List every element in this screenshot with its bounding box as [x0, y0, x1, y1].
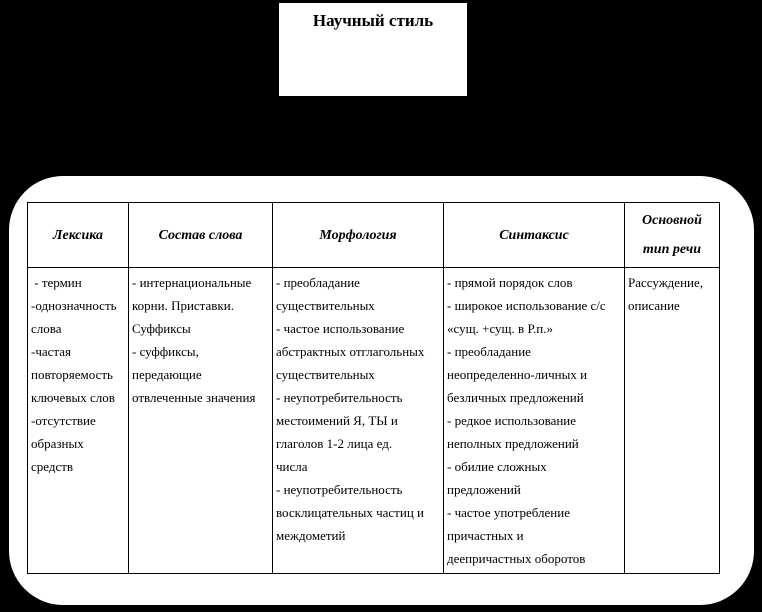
cell-lexika: - термин -однозначность слова -частая повтор…: [27, 267, 129, 574]
cell-line: повторяемость: [31, 367, 113, 382]
column-header-sostav-slova: Состав слова: [128, 202, 273, 268]
cell-line: - термин: [31, 275, 82, 290]
cell-line: «сущ. +сущ. в Р.п.»: [447, 321, 553, 336]
cell-line: -однозначность: [31, 298, 117, 313]
table-row: - термин -однозначность слова -частая повтор…: [27, 267, 720, 574]
cell-line: безличных предложений: [447, 390, 584, 405]
cell-line: существительных: [276, 367, 375, 382]
cell-line: предложений: [447, 482, 521, 497]
cell-line: слова: [31, 321, 62, 336]
cell-line: неполных предложений: [447, 436, 579, 451]
style-features-table: Лексика Состав слова Морфология Синтаксис Ос…: [27, 202, 720, 574]
cell-line: глаголов 1-2 лица ед.: [276, 436, 393, 451]
cell-osnovnoy-tip-rechi: Рассуждение, описание: [624, 267, 720, 574]
cell-line: отвлеченные значения: [132, 390, 256, 405]
cell-line: - суффиксы,: [132, 344, 199, 359]
title-box: Научный стиль: [278, 2, 468, 97]
page-title: Научный стиль: [312, 11, 434, 30]
cell-line: местоимений Я, ТЫ и: [276, 413, 398, 428]
cell-line: - прямой порядок слов: [447, 275, 573, 290]
cell-line: образных: [31, 436, 84, 451]
cell-line: - широкое использование с/с: [447, 298, 606, 313]
cell-line: деепричастных оборотов: [447, 551, 586, 566]
cell-line: - частое использование: [276, 321, 405, 336]
cell-line: неопределенно-личных и: [447, 367, 588, 382]
cell-line: междометий: [276, 528, 346, 543]
cell-sintaksis: - прямой порядок слов - широкое использов…: [443, 267, 625, 574]
cell-line: числа: [276, 459, 308, 474]
cell-line: корни. Приставки.: [132, 298, 234, 313]
cell-line: Основной: [642, 213, 702, 228]
cell-line: Синтаксис: [499, 227, 569, 243]
cell-line: Лексика: [52, 227, 104, 243]
cell-line: - преобладание: [276, 275, 360, 290]
cell-line: средств: [31, 459, 74, 474]
column-header-morfologiya: Морфология: [272, 202, 444, 268]
cell-line: описание: [628, 298, 680, 313]
cell-morfologiya: - преобладание существительных - частое ис…: [272, 267, 444, 574]
column-header-sintaksis: Синтаксис: [443, 202, 625, 268]
column-header-lexika: Лексика: [27, 202, 129, 268]
cell-line: - частое употребление: [447, 505, 570, 520]
cell-line: восклицательных частиц и: [276, 505, 424, 520]
cell-line: -отсутствие: [31, 413, 96, 428]
cell-line: ключевых слов: [31, 390, 115, 405]
cell-line: -частая: [31, 344, 71, 359]
cell-line: абстрактных отглагольных: [276, 344, 425, 359]
cell-line: - неупотребительность: [276, 482, 403, 497]
cell-line: - преобладание: [447, 344, 531, 359]
rounded-panel: Лексика Состав слова Морфология Синтаксис Ос…: [8, 175, 755, 606]
cell-line: причастных и: [447, 528, 524, 543]
cell-line: Состав слова: [158, 227, 243, 243]
cell-line: существительных: [276, 298, 375, 313]
column-header-osnovnoy-tip-rechi: Основной тип речи: [624, 202, 720, 268]
cell-line: передающие: [132, 367, 202, 382]
cell-line: - редкое использование: [447, 413, 577, 428]
cell-line: Рассуждение,: [628, 275, 703, 290]
cell-line: Морфология: [319, 227, 397, 243]
cell-line: Суффиксы: [132, 321, 191, 336]
cell-line: - неупотребительность: [276, 390, 403, 405]
cell-line: тип речи: [642, 242, 702, 257]
cell-line: - интернациональные: [132, 275, 252, 290]
cell-line: - обилие сложных: [447, 459, 547, 474]
table-header-row: Лексика Состав слова Морфология Синтаксис Ос…: [27, 202, 720, 268]
cell-sostav-slova: - интернациональные корни. Приставки. Суфф…: [128, 267, 273, 574]
